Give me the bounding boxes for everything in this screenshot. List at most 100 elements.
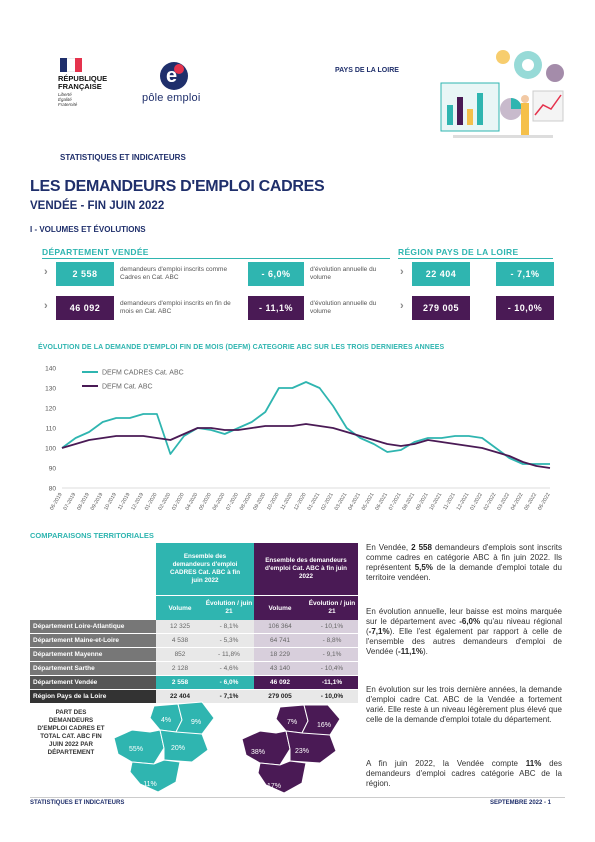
- pole-emploi-name: pôle emploi: [142, 92, 201, 104]
- y-tick-label: 90: [49, 466, 57, 473]
- header-cadres: Ensemble des demandeurs d'emploi CADRES …: [156, 543, 254, 596]
- region-cadres-volume: 22 404: [412, 262, 470, 286]
- cell-evol-total: - 10,1%: [306, 620, 358, 634]
- y-tick-label: 80: [49, 486, 57, 493]
- dept-divider: [42, 258, 390, 259]
- comparisons-title: COMPARAISONS TERRITORIALES: [30, 531, 154, 540]
- table-row: Département Sarthe 2 128 - 4,6% 43 140 -…: [30, 661, 358, 676]
- cell-evol-total: - 9,1%: [306, 647, 358, 662]
- map-total-loire-atlantique: 38%: [251, 749, 265, 756]
- table-row: Département Loire-Atlantique 12 325 - 8,…: [30, 620, 358, 634]
- map-cadres: 4% 9% 55% 20% 11%: [113, 701, 215, 793]
- map-cadres-vendee: 11%: [143, 781, 157, 788]
- series-line-cadres: [61, 381, 550, 465]
- region-label: PAYS DE LA LOIRE: [335, 67, 399, 74]
- y-tick-label: 130: [45, 386, 56, 393]
- p2-text: ).: [422, 647, 428, 656]
- p1-text: En Vendée,: [366, 543, 412, 552]
- col-evol-total: Évolution / juin 21: [306, 595, 358, 620]
- p2-value: -11,1%: [398, 647, 423, 656]
- cell-volume-total: 106 364: [254, 620, 306, 634]
- y-tick-label: 100: [45, 446, 56, 453]
- row-label: Département Maine-et-Loire: [30, 633, 156, 648]
- kicker: STATISTIQUES ET INDICATEURS: [60, 153, 186, 162]
- p1-value: 2 558: [411, 543, 432, 552]
- p4-text: A fin juin 2022, la Vendée compte: [366, 759, 526, 768]
- cell-evol-cadres: - 8,1%: [204, 620, 254, 634]
- cell-volume-total: 64 741: [254, 633, 306, 648]
- x-tick-label: 06-2022: [537, 492, 552, 512]
- cell-evol-cadres: - 6,0%: [204, 675, 254, 690]
- cell-volume-cadres: 12 325: [156, 620, 204, 634]
- paragraph-3: En évolution sur les trois dernière anné…: [366, 685, 562, 724]
- chevron-right-icon: ›: [44, 266, 48, 278]
- dept-total-evol-desc: d'évolution annuelle du volume: [310, 300, 377, 315]
- cell-evol-total: - 10,4%: [306, 661, 358, 676]
- row-label: Département Loire-Atlantique: [30, 620, 156, 634]
- row-label: Département Vendée: [30, 675, 156, 690]
- cell-evol-cadres: - 7,1%: [204, 689, 254, 703]
- y-tick-label: 140: [45, 366, 56, 373]
- map-total-sarthe: 16%: [317, 722, 331, 729]
- map-total-maine-et-loire: 23%: [295, 748, 309, 755]
- comparison-table: Ensemble des demandeurs d'emploi CADRES …: [30, 543, 358, 703]
- p2-text: ). Elle l'est également par rapport à ce…: [366, 627, 562, 656]
- col-evol-cadres: Évolution / juin 21: [204, 595, 254, 620]
- republique-francaise-logo: RÉPUBLIQUE FRANÇAISE Liberté Égalité Frater…: [58, 58, 118, 107]
- row-label: Département Sarthe: [30, 661, 156, 676]
- dept-cadres-evol-desc: d'évolution annuelle du volume: [310, 266, 377, 281]
- region-heading: RÉGION PAYS DE LA LOIRE: [398, 247, 519, 257]
- chevron-right-icon: ›: [400, 266, 404, 278]
- header-total: Ensemble des demandeurs d'emploi Cat. AB…: [254, 543, 358, 596]
- row-label: Département Mayenne: [30, 647, 156, 662]
- legend-label: DEFM CADRES Cat. ABC: [102, 370, 184, 377]
- french-flag-icon: [60, 58, 82, 72]
- dept-cadres-volume: 2 558: [56, 262, 114, 286]
- map-cadres-sarthe: 9%: [191, 719, 201, 726]
- row-label: Région Pays de la Loire: [30, 689, 156, 703]
- dept-cadres-evolution: - 6,0%: [248, 262, 304, 286]
- dept-heading: DÉPARTEMENT VENDÉE: [42, 247, 149, 257]
- cell-volume-cadres: 4 538: [156, 633, 204, 648]
- p2-value: -6,0%: [459, 617, 481, 626]
- series-line-total: [61, 423, 551, 469]
- paragraph-1: En Vendée, 2 558 demandeurs d'emplois so…: [366, 543, 562, 583]
- map-caption: PART DES DEMANDEURS D'EMPLOI CADRES ET T…: [37, 709, 105, 756]
- cell-evol-cadres: - 5,3%: [204, 633, 254, 648]
- map-cadres-loire-atlantique: 55%: [129, 746, 143, 753]
- rf-motto-1: Liberté: [58, 92, 72, 97]
- section-heading: I - VOLUMES ET ÉVOLUTIONS: [30, 225, 146, 234]
- p4-text: des demandeurs d'emploi cadres catégorie…: [366, 759, 562, 788]
- region-divider: [398, 258, 553, 259]
- y-tick-label: 120: [45, 406, 56, 413]
- page-title: LES DEMANDEURS D'EMPLOI CADRES: [30, 178, 325, 195]
- p4-value: 11%: [525, 759, 542, 768]
- cell-volume-total: 46 092: [254, 675, 306, 690]
- table-row-highlight: Département Vendée 2 558 - 6,0% 46 092 -…: [30, 675, 358, 690]
- cell-evol-total: -11,1%: [306, 675, 358, 690]
- p1-text: demandeurs d'emplois sont inscrits comme…: [366, 543, 563, 572]
- cell-volume-cadres: 2 558: [156, 675, 204, 690]
- y-tick-label: 110: [46, 426, 57, 433]
- chevron-right-icon: ›: [400, 300, 404, 312]
- region-total-volume: 279 005: [412, 296, 470, 320]
- pole-emploi-logo: e pôle emploi: [142, 62, 217, 104]
- p1-value: 5,5%: [414, 563, 433, 572]
- col-volume-cadres: Volume: [156, 595, 204, 620]
- rf-motto-3: Fraternité: [58, 102, 78, 107]
- p2-text: En évolution annuelle, leur baisse est m…: [366, 607, 562, 626]
- map-cadres-mayenne: 4%: [161, 717, 171, 724]
- dept-cadres-desc: demandeurs d'emploi inscrits comme Cadre…: [120, 266, 228, 281]
- footer-left: STATISTIQUES ET INDICATEURS: [30, 800, 125, 806]
- defm-line-chart: 809010011012013014006-201907-201908-2019…: [45, 366, 552, 512]
- cell-evol-total: - 8,8%: [306, 633, 358, 648]
- col-volume-total: Volume: [254, 595, 306, 620]
- cell-volume-cadres: 852: [156, 647, 204, 662]
- business-illustration-icon: [440, 50, 564, 138]
- chevron-right-icon: ›: [44, 300, 48, 312]
- table-row-region: Région Pays de la Loire 22 404 - 7,1% 27…: [30, 689, 358, 703]
- footer-divider: [30, 797, 565, 798]
- rf-name-line2: FRANÇAISE: [58, 82, 102, 91]
- cell-volume-cadres: 22 404: [156, 689, 204, 703]
- table-row: Département Mayenne 852 - 11,8% 18 229 -…: [30, 647, 358, 662]
